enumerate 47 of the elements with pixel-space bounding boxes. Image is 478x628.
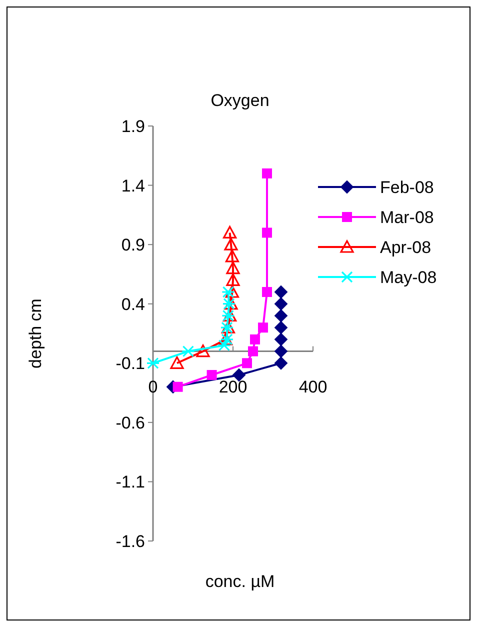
- point: [232, 368, 246, 382]
- y-tick-label: 1.9: [121, 117, 145, 136]
- point: [225, 285, 239, 298]
- legend-label: Mar-08: [380, 208, 434, 227]
- point: [248, 346, 258, 356]
- point: [146, 357, 160, 369]
- x-tick-label: 400: [298, 377, 328, 396]
- point: [206, 370, 217, 380]
- y-tick-label: -0.1: [116, 354, 145, 374]
- point: [221, 286, 235, 298]
- y-tick-label: 0.4: [121, 294, 145, 314]
- legend-label: May-08: [380, 268, 437, 287]
- legend-label: Feb-08: [380, 178, 434, 197]
- point: [196, 344, 210, 358]
- point: [274, 321, 288, 334]
- y-tick-label: 1.4: [121, 176, 145, 196]
- y-tick-label: -1.6: [116, 532, 145, 551]
- point: [226, 261, 240, 274]
- y-tick-label: 0.9: [121, 236, 145, 255]
- point: [274, 297, 288, 310]
- point: [224, 238, 238, 250]
- point: [217, 340, 231, 352]
- point: [262, 287, 272, 297]
- x-tick-label: 200: [218, 377, 248, 396]
- y-tick-label: -0.6: [116, 413, 145, 432]
- point: [274, 356, 288, 370]
- point: [223, 226, 237, 239]
- point: [274, 344, 288, 358]
- x-axis-title: conc. µM: [205, 572, 275, 591]
- y-axis-title: depth cm: [26, 298, 45, 368]
- point: [250, 334, 260, 344]
- point: [262, 168, 272, 178]
- point: [262, 228, 272, 238]
- point: [225, 250, 239, 262]
- point: [226, 273, 240, 286]
- point: [172, 382, 183, 392]
- point: [274, 309, 288, 322]
- chart-title: Oxygen: [210, 91, 270, 110]
- point: [274, 332, 288, 346]
- point: [258, 322, 268, 333]
- point: [181, 345, 195, 358]
- point: [170, 356, 184, 369]
- legend-label: Apr-08: [380, 238, 432, 257]
- point: [274, 286, 288, 298]
- x-tick-label: 0: [148, 377, 158, 396]
- y-tick-label: -1.1: [116, 472, 145, 492]
- point: [242, 358, 252, 368]
